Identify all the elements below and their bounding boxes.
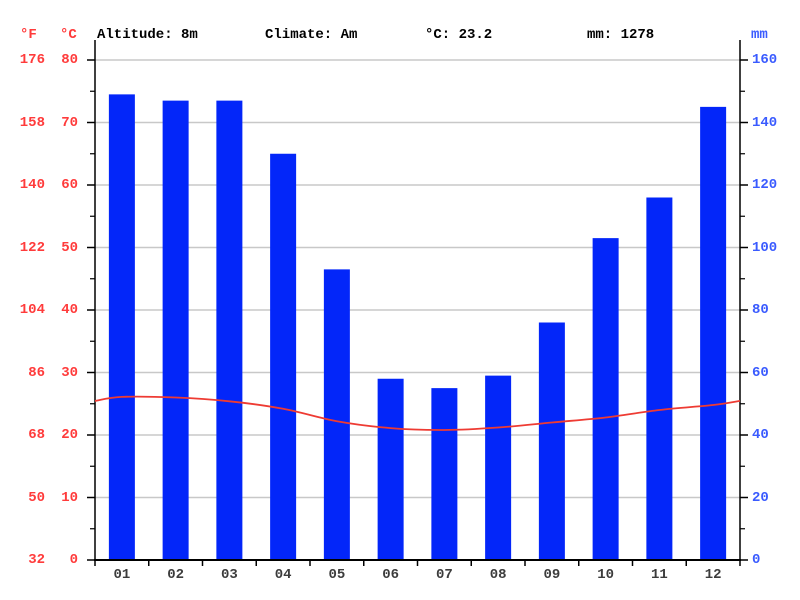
climate-class-label: Climate: Am (265, 27, 358, 43)
mm-tick-label: 0 (752, 552, 761, 568)
fahrenheit-tick-label: 104 (19, 302, 45, 318)
month-label: 12 (704, 567, 722, 583)
precip-bar-06 (377, 378, 404, 560)
fahrenheit-tick-label: 140 (19, 177, 45, 193)
mm-tick-label: 120 (752, 177, 778, 193)
month-label: 04 (274, 567, 292, 583)
total-precip-label: mm: 1278 (587, 27, 655, 43)
precip-bar-11 (646, 197, 673, 560)
mm-tick-label: 40 (752, 427, 769, 443)
fahrenheit-tick-label: 68 (28, 427, 45, 443)
precip-bar-05 (323, 269, 350, 560)
fahrenheit-tick-label: 122 (19, 239, 45, 256)
celsius-tick-label: 80 (61, 52, 78, 68)
celsius-tick-label: 30 (61, 364, 78, 381)
month-label: 11 (650, 567, 668, 583)
mm-tick-label: 160 (752, 52, 778, 68)
celsius-tick-label: 0 (69, 552, 78, 568)
fahrenheit-unit-header: °F (20, 27, 37, 43)
month-label: 01 (113, 567, 131, 583)
precip-bar-12 (700, 106, 727, 560)
mm-tick-label: 140 (752, 114, 778, 131)
month-label: 09 (543, 567, 561, 583)
precip-bar-04 (270, 153, 297, 560)
precip-bar-02 (162, 100, 189, 560)
fahrenheit-tick-label: 32 (28, 552, 45, 568)
month-label: 02 (167, 567, 185, 583)
fahrenheit-tick-label: 86 (28, 364, 45, 381)
mm-tick-label: 20 (752, 489, 769, 506)
mm-tick-label: 60 (752, 364, 769, 381)
month-label: 07 (435, 567, 453, 583)
month-label: 05 (328, 567, 346, 583)
mm-tick-label: 100 (752, 239, 778, 256)
celsius-tick-label: 50 (61, 239, 78, 256)
precip-bar-10 (592, 238, 619, 560)
celsius-tick-label: 40 (61, 302, 78, 318)
celsius-tick-label: 70 (61, 114, 78, 131)
mean-temperature-label: °C: 23.2 (425, 27, 493, 43)
precip-bar-09 (538, 322, 565, 560)
celsius-tick-label: 10 (61, 489, 78, 506)
temperature-line (94, 395, 741, 431)
precip-bar-01 (108, 94, 135, 560)
precip-bar-08 (485, 375, 512, 560)
precip-bar-03 (216, 100, 243, 560)
month-label: 03 (220, 567, 238, 583)
celsius-tick-label: 60 (61, 177, 78, 193)
mm-tick-label: 80 (752, 302, 769, 318)
fahrenheit-tick-label: 50 (28, 489, 45, 506)
mm-unit-header: mm (751, 27, 768, 43)
month-label: 06 (382, 567, 400, 583)
precip-bar-07 (431, 388, 458, 560)
fahrenheit-tick-label: 176 (19, 52, 45, 68)
celsius-tick-label: 20 (61, 427, 78, 443)
month-label: 08 (489, 567, 507, 583)
celsius-unit-header: °C (60, 27, 77, 43)
altitude-label: Altitude: 8m (97, 27, 198, 43)
month-label: 10 (597, 567, 615, 583)
fahrenheit-tick-label: 158 (19, 114, 45, 131)
